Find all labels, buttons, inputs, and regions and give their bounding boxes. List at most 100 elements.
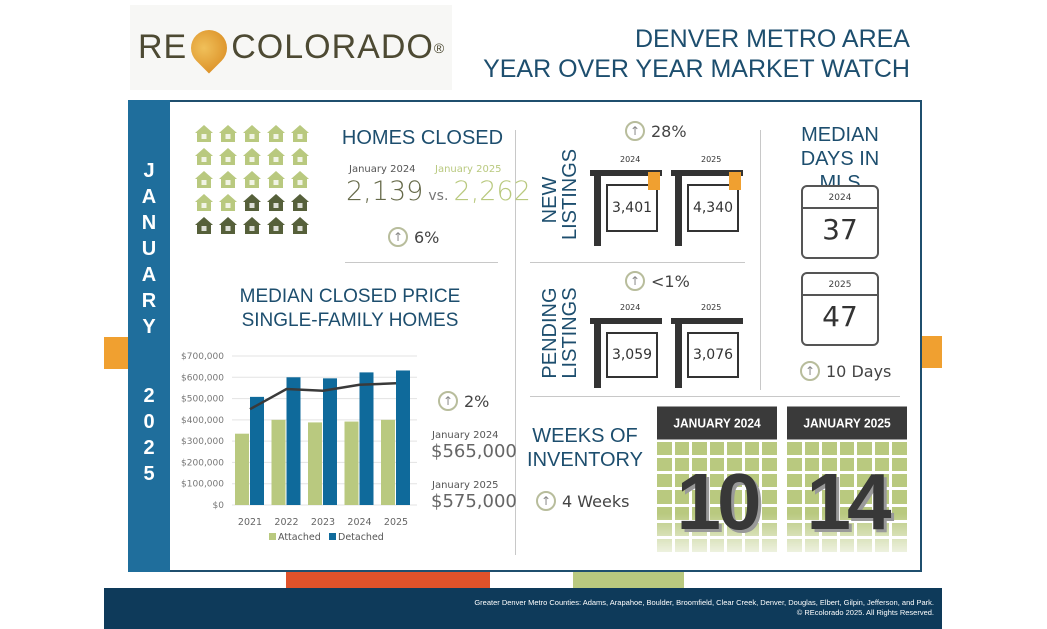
calendar-day-cell <box>709 522 725 536</box>
calendar-day-cell <box>787 538 802 552</box>
side-letter: Y <box>142 316 156 338</box>
median-price-chart: $0 $100,000 $200,000 $300,000 $400,000 $500,0… <box>181 352 417 543</box>
side-letter: 0 <box>143 411 155 433</box>
vs-label: vs. <box>428 188 449 204</box>
calendar-header: JANUARY 2025 <box>787 406 907 440</box>
house-icon <box>195 194 213 211</box>
calendar-day-cell <box>657 442 672 456</box>
calendar-day-cell <box>727 458 742 472</box>
accent-bar-orange <box>286 572 490 588</box>
calendar-day-cell <box>839 442 855 456</box>
title-line: LISTINGS <box>559 148 581 240</box>
calendar-day-cell <box>804 442 820 456</box>
calendar-day-cell <box>674 442 690 456</box>
house-icon <box>291 171 309 188</box>
bar-detached <box>359 372 374 505</box>
calendar-day-cell <box>787 442 802 456</box>
calendar-header: JANUARY 2024 <box>657 406 777 440</box>
calendar-day-cell <box>762 474 777 488</box>
title-line: INVENTORY <box>527 449 643 471</box>
days-value: 47 <box>822 300 858 333</box>
inventory-calendar-2024: JANUARY 2024 10 <box>657 406 777 556</box>
price-2025: $575,000 <box>431 491 517 512</box>
house-icon <box>291 194 309 211</box>
up-arrow-icon: ↑ <box>388 227 408 247</box>
calendar-day-cell <box>762 490 777 504</box>
y-tick-label: $300,000 <box>181 437 224 447</box>
calendar-day-cell <box>762 458 777 472</box>
x-tick-label: 2022 <box>274 517 298 528</box>
divider <box>345 262 498 263</box>
weeks-change: ↑ 4 Weeks <box>536 491 629 511</box>
up-arrow-icon: ↑ <box>438 391 458 411</box>
house-icon <box>195 217 213 234</box>
title-line: MEDIAN CLOSED PRICE <box>239 286 461 307</box>
calendar-day-cell <box>892 442 907 456</box>
median-price-title: MEDIAN CLOSED PRICE SINGLE-FAMILY HOMES <box>215 285 485 333</box>
bar-detached <box>250 396 264 505</box>
x-tick-label: 2024 <box>347 517 371 528</box>
legend-label: Detached <box>338 532 384 543</box>
price-2024: $565,000 <box>431 441 517 462</box>
recolorado-logo: RE COLORADO ® <box>130 5 452 90</box>
calendar-day-cell <box>892 490 907 504</box>
new-listings-change: ↑ 28% <box>625 121 687 141</box>
calendar-day-cell <box>857 458 872 472</box>
calendar-day-cell <box>874 490 890 504</box>
bar-attached <box>271 419 286 505</box>
title-line: WEEKS OF <box>532 425 638 447</box>
calendar-day-cell <box>674 474 690 488</box>
divider <box>530 396 900 397</box>
calendar-day-cell <box>692 442 707 456</box>
calendar-day-cell <box>727 474 742 488</box>
calendar-day-cell <box>762 522 777 536</box>
aspen-leaf-icon <box>183 22 235 73</box>
price-change: ↑ 2% <box>438 391 489 411</box>
calendar-day-cell <box>822 474 837 488</box>
house-icon <box>219 217 237 234</box>
year-label: 2024 <box>828 193 852 203</box>
house-icon <box>219 194 237 211</box>
tag-icon <box>729 172 741 190</box>
house-icon <box>291 125 309 142</box>
calendar-day-cell <box>674 458 690 472</box>
calendar-day-cell <box>709 506 725 520</box>
y-tick-label: $0 <box>213 501 225 511</box>
bar-detached <box>286 377 301 505</box>
side-letter: A <box>141 264 157 286</box>
calendar-day-cell <box>839 506 855 520</box>
calendar-day-cell <box>674 522 690 536</box>
title-line: PENDING <box>539 287 561 379</box>
y-tick-label: $700,000 <box>181 352 224 362</box>
legend-swatch <box>329 533 336 540</box>
calendar-day-cell <box>762 538 777 552</box>
calendar-day-cell <box>804 458 820 472</box>
calendar-day-cell <box>762 442 777 456</box>
title-line: LISTINGS <box>559 287 581 379</box>
listing-value: 3,401 <box>606 184 658 232</box>
bar-attached <box>308 422 322 505</box>
calendar-day-cell <box>674 506 690 520</box>
side-letter: J <box>143 160 155 182</box>
up-arrow-icon: ↑ <box>625 121 645 141</box>
calendar-day-cell <box>744 474 760 488</box>
homes-icon-grid <box>195 125 309 234</box>
calendar-day-cell <box>709 474 725 488</box>
calendar-day-cell <box>839 522 855 536</box>
side-letter: R <box>141 290 157 312</box>
calendar-day-cell <box>804 522 820 536</box>
logo-text: RE <box>138 28 188 66</box>
calendar-day-cell <box>839 474 855 488</box>
calendar-day-cell <box>727 442 742 456</box>
label-2025: January 2025 <box>432 480 499 491</box>
legend-label: Attached <box>278 532 321 543</box>
side-letter: N <box>141 212 157 234</box>
calendar-day-cell <box>787 506 802 520</box>
bar-detached <box>323 378 337 505</box>
house-icon <box>243 171 261 188</box>
accent-bar-green <box>573 572 684 588</box>
change-value: 28% <box>651 121 687 141</box>
calendar-day-cell <box>822 442 837 456</box>
calendar-day-cell <box>857 522 872 536</box>
house-icon <box>219 171 237 188</box>
